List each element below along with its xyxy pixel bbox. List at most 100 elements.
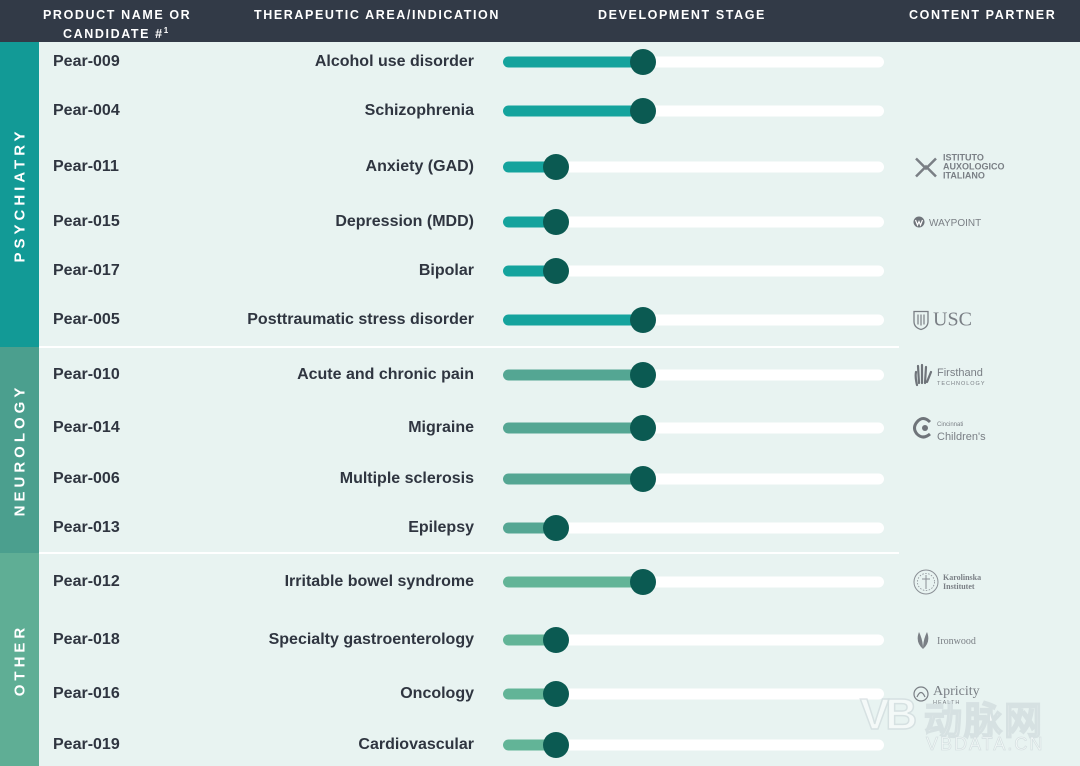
partner-name: Cincinnati xyxy=(937,422,964,428)
product-name: Pear-018 xyxy=(53,631,120,648)
product-name: Pear-016 xyxy=(53,685,120,702)
stage-bar xyxy=(503,314,643,326)
stage-track xyxy=(503,473,884,485)
partner-logo: ISTITUTO AUXOLOGICO ITALIANO xyxy=(913,152,1047,181)
indication-label: Anxiety (GAD) xyxy=(365,158,474,175)
apricity-logo-icon xyxy=(913,686,929,702)
partner-text: USC xyxy=(933,309,972,332)
cincinnati-logo-icon xyxy=(913,417,933,439)
stage-track xyxy=(503,369,884,381)
product-name: Pear-006 xyxy=(53,470,120,487)
partner-name: USC xyxy=(933,308,972,331)
stage-track xyxy=(503,265,884,277)
stage-track xyxy=(503,522,884,534)
waypoint-logo-icon xyxy=(913,216,925,228)
indication-label: Schizophrenia xyxy=(364,102,474,119)
stage-track xyxy=(503,422,884,434)
indication-label: Epilepsy xyxy=(408,519,474,536)
partner-text: WAYPOINT xyxy=(929,213,981,231)
indication-label: Depression (MDD) xyxy=(335,213,474,230)
stage-track xyxy=(503,688,884,700)
stage-bar xyxy=(503,473,643,485)
stage-track xyxy=(503,576,884,588)
partner-name: ISTITUTO AUXOLOGICO ITALIANO xyxy=(943,152,1005,181)
product-name: Pear-004 xyxy=(53,102,120,119)
header-partner: CONTENT PARTNER xyxy=(909,8,1057,22)
stage-bar xyxy=(503,369,643,381)
stage-bar xyxy=(503,265,556,277)
stage-track xyxy=(503,314,884,326)
group-other: OTHER xyxy=(0,553,39,766)
partner-text: Cincinnati Children's xyxy=(937,413,986,443)
stage-marker xyxy=(629,49,656,75)
stage-marker xyxy=(542,681,569,707)
product-name: Pear-017 xyxy=(53,262,120,279)
header-footnote: 1 xyxy=(163,26,169,35)
stage-track xyxy=(503,56,884,68)
product-name: Pear-019 xyxy=(53,736,120,753)
product-name: Pear-013 xyxy=(53,519,120,536)
stage-bar xyxy=(503,522,556,534)
partner-logo: Karolinska Institutet xyxy=(913,569,989,595)
table-header: PRODUCT NAME OR CANDIDATE #1 THERAPEUTIC… xyxy=(0,0,1080,42)
stage-bar xyxy=(503,105,643,117)
group-label-other: OTHER xyxy=(11,623,28,696)
partner-text: Karolinska Institutet xyxy=(943,573,989,591)
group-label-neurology: NEUROLOGY xyxy=(11,383,28,517)
partner-name: Apricity xyxy=(933,684,980,699)
partner-logo: Cincinnati Children's xyxy=(913,413,986,443)
stage-marker xyxy=(629,415,656,441)
stage-bar xyxy=(503,576,643,588)
stage-marker xyxy=(542,627,569,653)
partner-text: Apricity HEALTH xyxy=(933,682,980,706)
indication-label: Alcohol use disorder xyxy=(314,53,474,70)
stage-bar xyxy=(503,422,643,434)
header-product: PRODUCT NAME OR CANDIDATE #1 xyxy=(43,8,191,42)
stage-bar xyxy=(503,634,556,646)
partner-subtitle: HEALTH xyxy=(933,700,961,706)
partner-logo: WAYPOINT xyxy=(913,213,981,231)
hand-icon xyxy=(913,363,933,387)
partner-text: Ironwood xyxy=(937,631,976,649)
stage-marker xyxy=(542,209,569,235)
stage-marker xyxy=(629,466,656,492)
stage-bar xyxy=(503,739,556,751)
product-name: Pear-015 xyxy=(53,213,120,230)
partner-text: Firsthand TECHNOLOGY xyxy=(937,363,986,387)
indication-label: Posttraumatic stress disorder xyxy=(247,311,474,328)
stage-track xyxy=(503,216,884,228)
leaf-icon xyxy=(913,630,933,650)
product-name: Pear-010 xyxy=(53,366,120,383)
stage-bar xyxy=(503,56,643,68)
stage-bar xyxy=(503,216,556,228)
header-area: THERAPEUTIC AREA/INDICATION xyxy=(254,8,500,22)
group-psychiatry: PSYCHIATRY xyxy=(0,42,39,347)
product-name: Pear-014 xyxy=(53,419,120,436)
header-stage: DEVELOPMENT STAGE xyxy=(598,8,766,22)
stage-track xyxy=(503,105,884,117)
group-neurology: NEUROLOGY xyxy=(0,347,39,553)
partner-name: Ironwood xyxy=(937,636,976,647)
stage-marker xyxy=(629,307,656,333)
header-product-line1: PRODUCT NAME OR xyxy=(43,8,192,22)
partner-name: Firsthand xyxy=(937,367,983,379)
stage-marker xyxy=(629,362,656,388)
product-name: Pear-011 xyxy=(53,158,119,175)
product-name: Pear-005 xyxy=(53,311,120,328)
partner-text: ISTITUTO AUXOLOGICO ITALIANO xyxy=(943,152,1047,181)
stage-bar xyxy=(503,161,556,173)
indication-label: Cardiovascular xyxy=(358,736,474,753)
header-product-line2-wrap: CANDIDATE #1 xyxy=(43,23,191,42)
indication-label: Acute and chronic pain xyxy=(297,366,474,383)
indication-label: Multiple sclerosis xyxy=(339,470,474,487)
partner-subtitle: TECHNOLOGY xyxy=(937,381,986,387)
product-name: Pear-012 xyxy=(53,573,120,590)
karolinska-seal-icon xyxy=(913,569,939,595)
stage-track xyxy=(503,634,884,646)
indication-label: Migraine xyxy=(408,419,474,436)
watermark-url: VBDATA.CN xyxy=(926,734,1045,755)
stage-marker xyxy=(629,98,656,124)
stage-track xyxy=(503,739,884,751)
partner-subtitle: Children's xyxy=(937,431,986,443)
usc-shield-icon xyxy=(913,310,929,330)
